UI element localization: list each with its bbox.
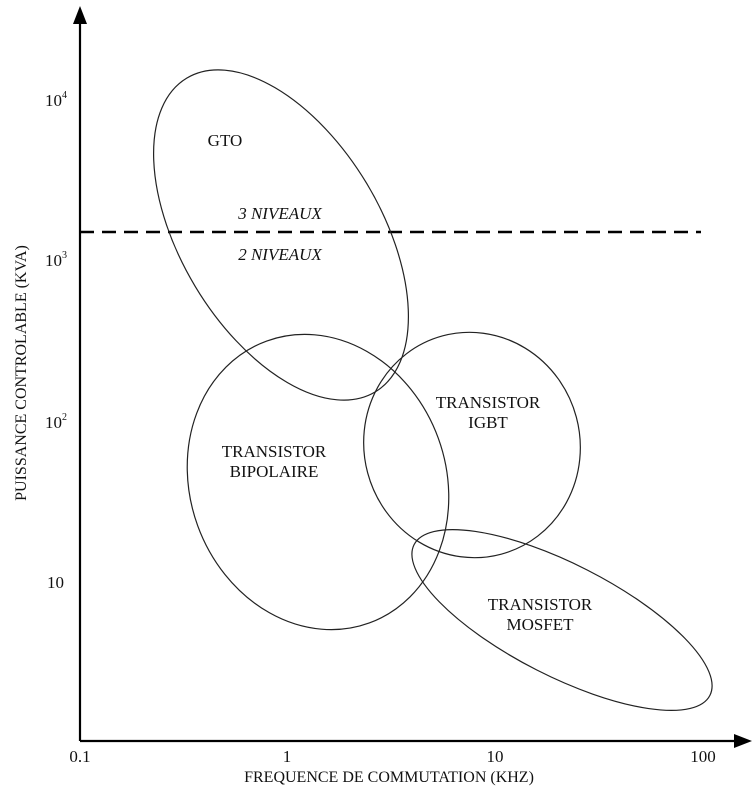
region-bipolaire-label-line2: BIPOLAIRE (230, 462, 319, 481)
x-axis-arrowhead (734, 734, 752, 748)
region-igbt-label-line1: TRANSISTOR (436, 393, 541, 412)
x-tick-label-10: 10 (487, 747, 504, 766)
x-axis-title: FREQUENCE DE COMMUTATION (KHZ) (244, 769, 534, 786)
y-tick-label-10: 10 (47, 573, 64, 592)
y-tick-exponent: 4 (62, 90, 67, 101)
region-bipolaire-label-line1: TRANSISTOR (222, 442, 327, 461)
region-bipolaire-outline (186, 333, 450, 631)
axes (73, 6, 752, 748)
region-mosfet-outline (411, 529, 713, 711)
label-2-niveaux: 2 NIVEAUX (238, 245, 322, 264)
y-tick-base: 10 (45, 251, 62, 270)
x-tick-labels: 0.1 1 10 100 (69, 747, 715, 766)
y-tick-label-1e4: 104 (45, 90, 67, 110)
y-tick-exponent: 3 (62, 250, 67, 261)
x-tick-label-100: 100 (690, 747, 716, 766)
y-tick-exponent: 2 (62, 412, 67, 423)
y-tick-base: 10 (47, 573, 64, 592)
y-tick-label-1e2: 102 (45, 412, 67, 432)
y-tick-label-1e3: 103 (45, 250, 67, 270)
region-gto-outline (152, 69, 410, 401)
region-gto-label: GTO (208, 131, 243, 150)
region-bipolaire: TRANSISTOR BIPOLAIRE (186, 333, 450, 631)
region-igbt: TRANSISTOR IGBT (363, 331, 581, 559)
y-axis-arrowhead (73, 6, 87, 24)
label-3-niveaux: 3 NIVEAUX (237, 204, 322, 223)
y-tick-base: 10 (45, 413, 62, 432)
region-igbt-label-line2: IGBT (468, 413, 508, 432)
region-mosfet-label-line1: TRANSISTOR (488, 595, 593, 614)
region-mosfet-label-line2: MOSFET (506, 615, 574, 634)
region-gto: GTO (152, 69, 410, 401)
region-mosfet: TRANSISTOR MOSFET (411, 529, 713, 711)
y-tick-base: 10 (45, 91, 62, 110)
x-tick-label-0.1: 0.1 (69, 747, 90, 766)
y-axis-title: PUISSANCE CONTROLABLE (KVA) (13, 245, 30, 501)
x-tick-label-1: 1 (283, 747, 292, 766)
y-tick-labels: 104 103 102 10 (45, 90, 67, 592)
region-igbt-outline (363, 331, 581, 559)
